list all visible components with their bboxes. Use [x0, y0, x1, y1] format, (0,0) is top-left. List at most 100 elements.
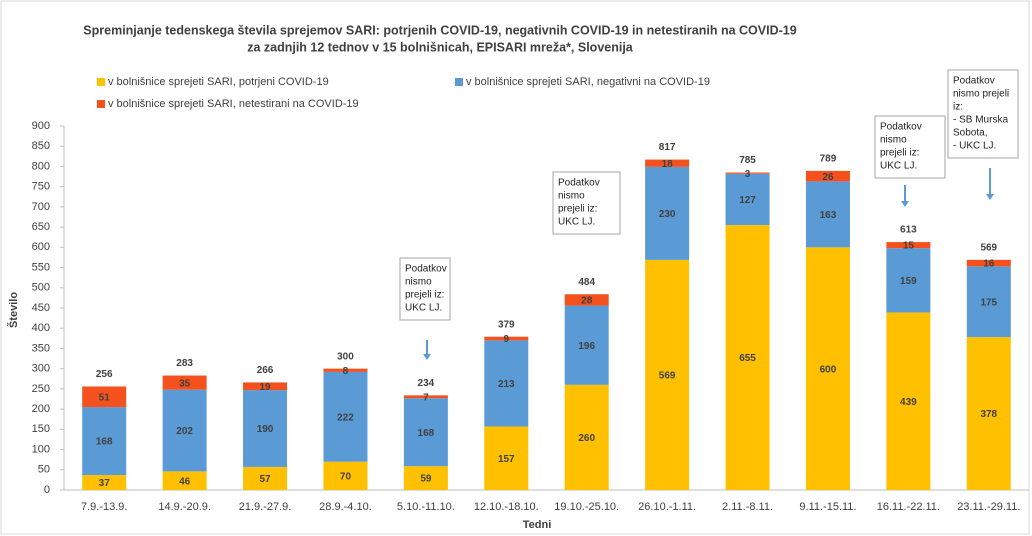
- data-label: 28: [581, 296, 593, 307]
- bar-segment: [805, 170, 850, 182]
- legend-label: v bolnišnice sprejeti SARI, netestirani …: [108, 98, 359, 110]
- bar-segment: [162, 375, 207, 390]
- x-tick-label: 21.9.-27.9.: [239, 501, 292, 513]
- bar-segment: [645, 166, 690, 260]
- bar-segment: [645, 159, 690, 167]
- bar-segment: [805, 247, 850, 490]
- callout-arrowhead: [986, 194, 994, 200]
- callout-text: nismo: [880, 135, 907, 146]
- total-label: 300: [337, 351, 354, 362]
- y-tick-label: 550: [32, 261, 50, 273]
- data-label: 159: [900, 276, 917, 287]
- y-tick-label: 100: [32, 443, 50, 455]
- legend-label: v bolnišnice sprejeti SARI, negativni na…: [466, 76, 710, 88]
- bar-segment: [966, 266, 1011, 338]
- callout-text: Podatkov: [953, 76, 995, 87]
- y-tick-label: 650: [32, 221, 50, 233]
- data-label: 230: [659, 209, 676, 220]
- chart-title: za zadnjih 12 tednov v 15 bolnišnicah, E…: [247, 40, 634, 54]
- legend-label: v bolnišnice sprejeti SARI, potrjeni COV…: [108, 76, 329, 88]
- callout-box: [552, 171, 621, 235]
- bar-segment: [243, 466, 288, 490]
- callout-text: nismo: [405, 277, 432, 288]
- y-tick-label: 0: [44, 484, 50, 496]
- bar-segment: [484, 426, 529, 490]
- callout-text: UKC LJ.: [558, 217, 595, 228]
- callout-text: Podatkov: [880, 122, 922, 133]
- callout-text: - UKC LJ.: [953, 141, 996, 152]
- data-label: 57: [259, 474, 271, 485]
- bar-segment: [564, 294, 609, 306]
- callout-text: iz:: [953, 102, 963, 113]
- y-tick-label: 200: [32, 403, 50, 415]
- x-tick-label: 5.10.-11.10.: [397, 501, 455, 513]
- data-label: 157: [498, 454, 515, 465]
- callout-arrowhead: [901, 201, 909, 207]
- data-label: 175: [980, 297, 997, 308]
- y-tick-label: 800: [32, 160, 50, 172]
- x-tick-label: 12.10.-18.10.: [474, 501, 539, 513]
- y-tick-label: 850: [32, 140, 50, 152]
- total-label: 785: [739, 155, 756, 166]
- y-tick-label: 500: [32, 282, 50, 294]
- callout-text: prejeli iz:: [558, 204, 597, 215]
- bar-segment: [403, 466, 448, 490]
- y-tick-label: 350: [32, 342, 50, 354]
- data-label: 439: [900, 397, 917, 408]
- bar-segment: [82, 386, 127, 408]
- y-tick-label: 750: [32, 181, 50, 193]
- bar-segment: [403, 398, 448, 467]
- bar-segment: [162, 471, 207, 490]
- data-label: 15: [903, 241, 915, 252]
- callout-text: nismo: [558, 191, 585, 202]
- y-axis-label: Število: [7, 292, 20, 328]
- bar-segment: [162, 389, 207, 472]
- callout-box: [947, 69, 1019, 159]
- data-label: 19: [259, 382, 271, 393]
- data-label: 9: [504, 334, 510, 345]
- bar-segment: [886, 312, 931, 490]
- x-tick-label: 16.11.-22.11.: [877, 501, 940, 513]
- bar-segment: [725, 172, 770, 174]
- data-label: 196: [578, 341, 595, 352]
- data-label: 260: [578, 433, 595, 444]
- bar-segment: [484, 340, 529, 427]
- data-label: 190: [257, 424, 274, 435]
- bar-segment: [886, 248, 931, 313]
- total-label: 379: [498, 319, 515, 330]
- bar-segment: [82, 407, 127, 476]
- legend-swatch: [97, 100, 105, 108]
- bar-segment: [966, 259, 1011, 267]
- total-label: 256: [96, 369, 113, 380]
- data-label: 59: [420, 474, 432, 485]
- total-label: 266: [257, 365, 274, 376]
- bar-segment: [323, 371, 368, 462]
- bar-segment: [243, 390, 288, 467]
- callout-text: UKC LJ.: [405, 303, 442, 314]
- callout-text: prejeli iz:: [405, 290, 444, 301]
- data-label: 163: [820, 210, 837, 221]
- y-tick-label: 300: [32, 363, 50, 375]
- bar-segment: [725, 173, 770, 226]
- callout-text: Podatkov: [558, 178, 600, 189]
- data-label: 168: [418, 428, 435, 439]
- callout-text: nismo prejeli: [953, 89, 1009, 100]
- data-label: 222: [337, 412, 354, 423]
- total-label: 569: [980, 243, 997, 254]
- data-label: 7: [423, 392, 429, 403]
- x-axis-label: Tedni: [523, 519, 552, 531]
- bar-segment: [886, 242, 931, 249]
- data-label: 16: [983, 259, 995, 270]
- total-label: 817: [659, 142, 676, 153]
- x-tick-label: 9.11.-15.11.: [799, 501, 856, 513]
- data-label: 600: [820, 364, 837, 375]
- y-tick-label: 600: [32, 241, 50, 253]
- x-tick-label: 23.11.-29.11.: [957, 501, 1020, 513]
- bar-segment: [323, 461, 368, 490]
- x-tick-label: 26.10.-1.11.: [638, 501, 696, 513]
- bar-segment: [564, 305, 609, 385]
- total-label: 613: [900, 225, 917, 236]
- legend-swatch: [97, 78, 105, 86]
- bar-segment: [645, 259, 690, 490]
